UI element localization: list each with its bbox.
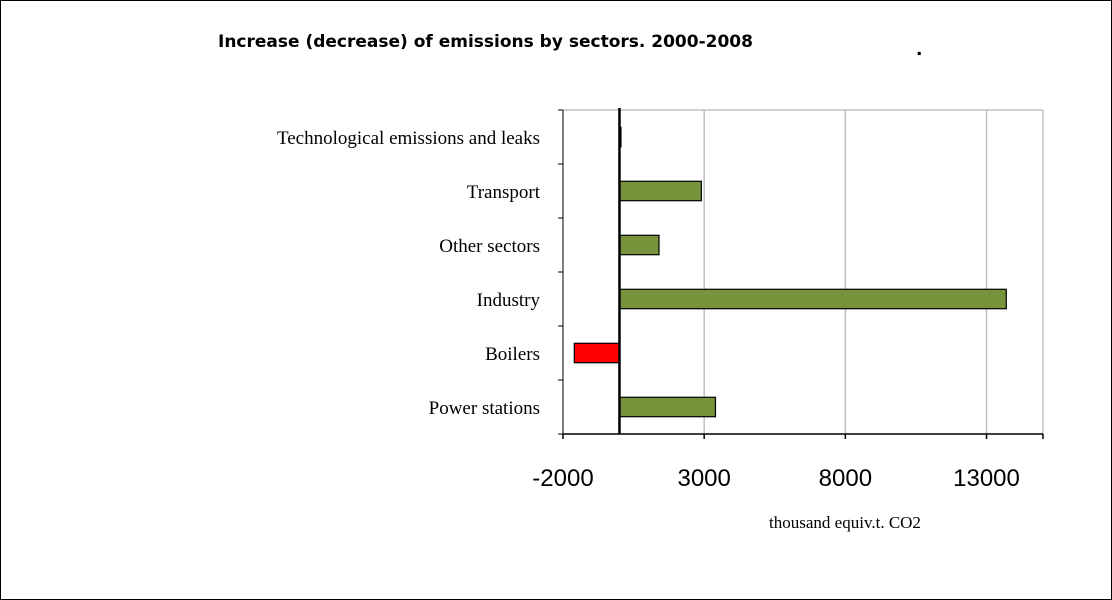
category-label: Power stations: [429, 398, 540, 419]
category-labels: Technological emissions and leaks Transpo…: [277, 128, 541, 419]
bar: [618, 234, 660, 256]
bar: [573, 342, 621, 364]
tick-label: 3000: [677, 465, 730, 492]
category-label: Technological emissions and leaks: [277, 128, 540, 149]
bar: [618, 396, 717, 418]
category-label: Industry: [477, 290, 541, 311]
title-suffix: .: [916, 40, 923, 60]
tick-label: 13000: [953, 465, 1020, 492]
gridlines: [563, 109, 1044, 434]
tick-label: 8000: [819, 465, 872, 492]
x-axis-label: thousand equiv.t. CO2: [769, 513, 921, 532]
axes: [558, 108, 1044, 439]
category-label: Other sectors: [439, 236, 540, 257]
bar: [618, 180, 702, 202]
bar-series: [573, 126, 1007, 418]
category-label: Boilers: [485, 344, 540, 365]
tick-labels: -2000 3000 8000 13000: [532, 465, 1020, 492]
bar: [618, 288, 1007, 310]
category-label: Transport: [467, 182, 541, 203]
tick-label: -2000: [532, 465, 593, 492]
chart-title: Increase (decrease) of emissions by sect…: [218, 32, 753, 52]
